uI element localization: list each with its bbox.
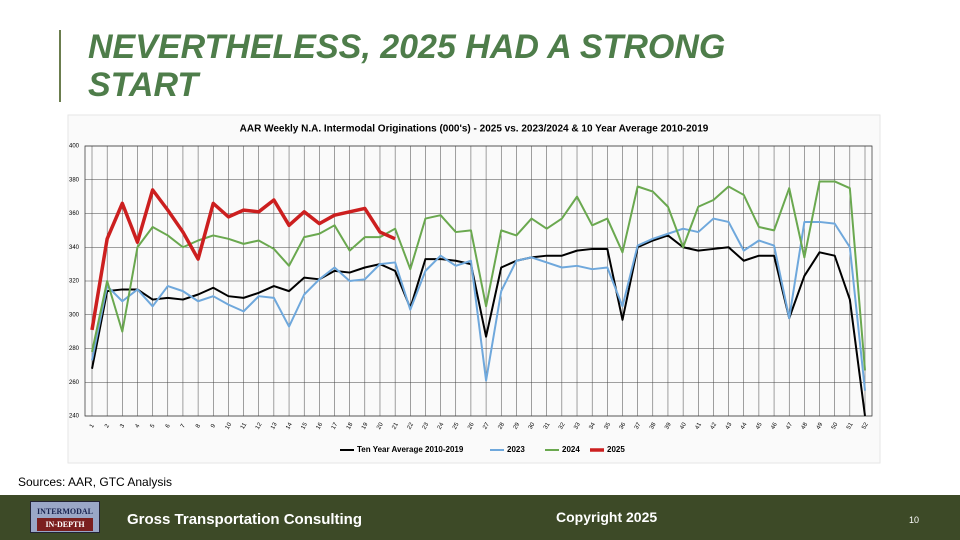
x-tick-label: 3: [119, 423, 126, 429]
plot-frame: [84, 145, 873, 417]
x-tick-label: 35: [604, 421, 613, 430]
legend-label: 2025: [607, 445, 625, 454]
x-tick-label: 42: [710, 421, 719, 430]
x-tick-label: 25: [452, 421, 461, 430]
series-line: [90, 188, 396, 331]
x-tick-label: 10: [225, 421, 234, 430]
x-tick-label: 31: [543, 421, 552, 430]
slide-title: NEVERTHELESS, 2025 HAD A STRONG START: [88, 28, 726, 104]
x-tick-label: 38: [649, 421, 658, 430]
logo-line: IN-DEPTH: [37, 518, 93, 531]
x-tick-label: 33: [573, 421, 582, 430]
x-tick-label: 19: [361, 421, 370, 430]
x-tick-label: 5: [150, 423, 157, 429]
x-tick-label: 46: [770, 421, 779, 430]
x-tick-label: 32: [558, 421, 567, 430]
x-tick-label: 4: [135, 423, 142, 429]
x-tick-label: 8: [195, 423, 202, 429]
x-tick-label: 7: [180, 423, 187, 429]
legend-label: 2023: [507, 445, 525, 454]
x-tick-label: 34: [588, 421, 597, 430]
x-tick-label: 23: [422, 421, 431, 430]
legend-label: Ten Year Average 2010-2019: [357, 445, 464, 454]
x-tick-label: 6: [165, 423, 172, 429]
series-line: [91, 180, 866, 371]
x-tick-label: 48: [801, 421, 810, 430]
footer: INTERMODAL IN-DEPTH Gross Transportation…: [0, 495, 960, 540]
y-tick-label: 280: [69, 346, 80, 352]
x-tick-label: 36: [619, 421, 628, 430]
x-tick-label: 43: [725, 421, 734, 430]
x-tick-label: 52: [861, 421, 870, 430]
x-tick-label: 39: [664, 421, 673, 430]
x-tick-label: 2: [104, 423, 111, 429]
logo: INTERMODAL IN-DEPTH: [30, 501, 100, 533]
x-tick-label: 51: [846, 421, 855, 430]
x-tick-label: 12: [255, 421, 264, 430]
x-tick-label: 21: [391, 421, 400, 430]
x-tick-label: 17: [331, 421, 340, 430]
x-tick-label: 13: [270, 421, 279, 430]
x-tick-label: 20: [376, 421, 385, 430]
x-tick-label: 14: [285, 421, 294, 430]
accent-bar: [59, 30, 61, 102]
x-tick-label: 15: [300, 421, 309, 430]
x-tick-label: 18: [346, 421, 355, 430]
x-tick-label: 44: [740, 421, 749, 430]
x-tick-label: 40: [679, 421, 688, 430]
x-tick-label: 30: [528, 421, 537, 430]
y-tick-label: 360: [69, 211, 80, 217]
x-tick-label: 26: [467, 421, 476, 430]
x-tick-label: 16: [316, 421, 325, 430]
series-line: [91, 217, 866, 391]
x-tick-label: 41: [695, 421, 704, 430]
legend-label: 2024: [562, 445, 580, 454]
y-tick-label: 340: [69, 245, 80, 251]
sources: Sources: AAR, GTC Analysis: [18, 475, 173, 489]
y-tick-label: 260: [69, 380, 80, 386]
x-tick-label: 49: [816, 421, 825, 430]
x-tick-label: 11: [240, 422, 249, 431]
x-tick-label: 1: [89, 423, 96, 429]
chart-title: AAR Weekly N.A. Intermodal Originations …: [240, 124, 709, 135]
chart: AAR Weekly N.A. Intermodal Originations …: [67, 114, 881, 464]
y-tick-label: 300: [69, 312, 80, 318]
x-tick-label: 28: [497, 421, 506, 430]
x-tick-label: 22: [407, 421, 416, 430]
page-number: 10: [909, 515, 920, 525]
y-tick-label: 400: [69, 144, 80, 150]
x-tick-label: 9: [210, 423, 217, 429]
x-tick-label: 29: [513, 421, 522, 430]
logo-line: INTERMODAL: [36, 507, 93, 516]
x-tick-label: 47: [785, 421, 794, 430]
y-tick-label: 240: [69, 414, 80, 420]
x-tick-label: 27: [482, 421, 491, 430]
x-tick-label: 50: [831, 421, 840, 430]
x-tick-label: 24: [437, 421, 446, 430]
y-tick-label: 380: [69, 177, 80, 183]
x-tick-label: 37: [634, 421, 643, 430]
company: Gross Transportation Consulting: [127, 511, 363, 528]
x-tick-label: 45: [755, 421, 764, 430]
series-line: [91, 234, 866, 417]
copyright: Copyright 2025: [556, 509, 658, 525]
y-tick-label: 320: [69, 279, 80, 285]
